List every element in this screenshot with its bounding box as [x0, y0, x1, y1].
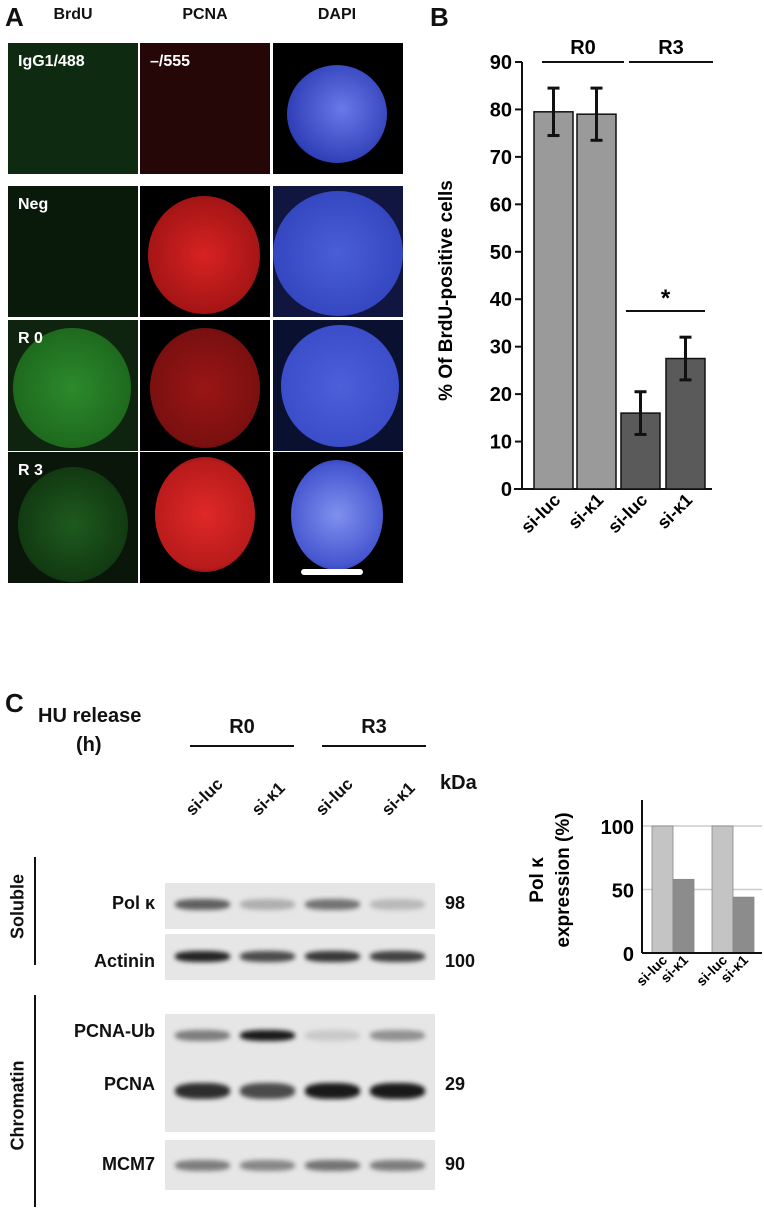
micrograph-neg-pcna [140, 186, 270, 317]
row-label-neg: Neg [18, 196, 49, 213]
micrograph-r3-brdu: R 3 [8, 452, 138, 583]
micrograph-r3-dapi [273, 452, 403, 583]
y-tick-label: 40 [490, 289, 512, 311]
blot-band [305, 1083, 360, 1099]
row-label-r3: R 3 [18, 462, 43, 479]
panel-c-label: C [5, 688, 24, 718]
group-label-r0: R0 [229, 716, 255, 738]
blot-band [240, 1160, 295, 1171]
y-tick-label: 70 [490, 147, 512, 169]
kda-polk: 98 [445, 893, 466, 913]
blot-band [305, 1030, 360, 1041]
blot-band [305, 899, 360, 910]
bar [533, 111, 574, 490]
panel-a-label: A [5, 2, 24, 32]
y-tick-label: 20 [490, 384, 512, 406]
row-label-555: –/555 [150, 53, 191, 70]
panel-b-label: B [430, 2, 449, 32]
micrograph-neg-dapi [273, 186, 403, 317]
kda-label: kDa [440, 772, 477, 794]
group-line-r0 [190, 745, 294, 747]
hu-release-label: HU release [38, 705, 142, 727]
blot-band [175, 899, 230, 910]
kda-actinin: 100 [445, 951, 476, 971]
group-label-r3: R3 [361, 716, 387, 738]
column-header-dapi: DAPI [317, 6, 357, 23]
blot-band [370, 1160, 425, 1171]
group-line-r3 [322, 745, 426, 747]
blot-band [175, 1160, 230, 1171]
micrograph-r3-pcna [140, 452, 270, 583]
blot-band [175, 951, 230, 962]
y-tick-label: 10 [490, 432, 512, 454]
blot-label-pcna-ub: PCNA-Ub [74, 1021, 155, 1041]
blot-band [175, 1030, 230, 1041]
group-label: R3 [658, 37, 684, 59]
kda-pcna: 29 [445, 1074, 466, 1094]
bar [711, 825, 734, 954]
bar [732, 896, 755, 954]
micrograph-igg-pcna: –/555 [140, 43, 270, 174]
y-tick-label: 50 [612, 881, 634, 903]
hu-release-unit: (h) [76, 734, 102, 756]
y-tick-label: 100 [601, 817, 634, 839]
blot-band [175, 1083, 230, 1099]
blot-label-pcna: PCNA [103, 1074, 155, 1094]
row-label-igg: IgG1/488 [18, 53, 85, 70]
micrograph-igg-brdu: IgG1/488 [8, 43, 138, 174]
y-tick-label: 60 [490, 194, 512, 216]
blot-band [305, 951, 360, 962]
blot-label-mcm7: MCM7 [102, 1154, 155, 1174]
y-tick-label: 50 [490, 242, 512, 264]
blot-band [240, 1030, 295, 1041]
blot-band [370, 951, 425, 962]
y-axis-label: Pol κ [527, 857, 548, 903]
micrograph-r0-pcna [140, 320, 270, 451]
column-header-pcna: PCNA [182, 6, 228, 23]
blot-band [240, 951, 295, 962]
blot-band [370, 1030, 425, 1041]
blot-band [370, 899, 425, 910]
blot-label-polk: Pol κ [111, 893, 155, 913]
micrograph-r0-brdu: R 0 [8, 320, 138, 451]
y-axis-label: expression (%) [553, 812, 574, 947]
y-tick-label: 80 [490, 99, 512, 121]
fraction-bracket-soluble [34, 857, 36, 965]
brdu-bar-chart: 0 10 20 30 40 50 60 70 80 90 % Of BrdU-positive ce… [436, 37, 713, 537]
scale-bar [301, 569, 363, 575]
blot-band [240, 899, 295, 910]
blot-band [305, 1160, 360, 1171]
kda-mcm7: 90 [445, 1154, 466, 1174]
y-tick-label: 0 [501, 479, 512, 501]
column-header-brdu: BrdU [53, 6, 93, 23]
blot-band [240, 1083, 295, 1099]
fraction-bracket-chromatin [34, 995, 36, 1207]
blot-band [370, 1083, 425, 1099]
bar [651, 825, 674, 954]
micrograph-neg-brdu: Neg [8, 186, 138, 317]
y-tick-label: 90 [490, 52, 512, 74]
row-label-r0: R 0 [18, 330, 43, 347]
y-tick-label: 30 [490, 337, 512, 359]
micrograph-igg-dapi [273, 43, 403, 174]
blot-label-actinin: Actinin [94, 951, 155, 971]
micrograph-r0-dapi [273, 320, 403, 451]
y-axis-label: % Of BrdU-positive cells [436, 180, 457, 401]
group-label: R0 [570, 37, 596, 59]
bar [672, 878, 695, 954]
significance-star: * [661, 285, 671, 312]
y-tick-label: 0 [623, 944, 634, 966]
